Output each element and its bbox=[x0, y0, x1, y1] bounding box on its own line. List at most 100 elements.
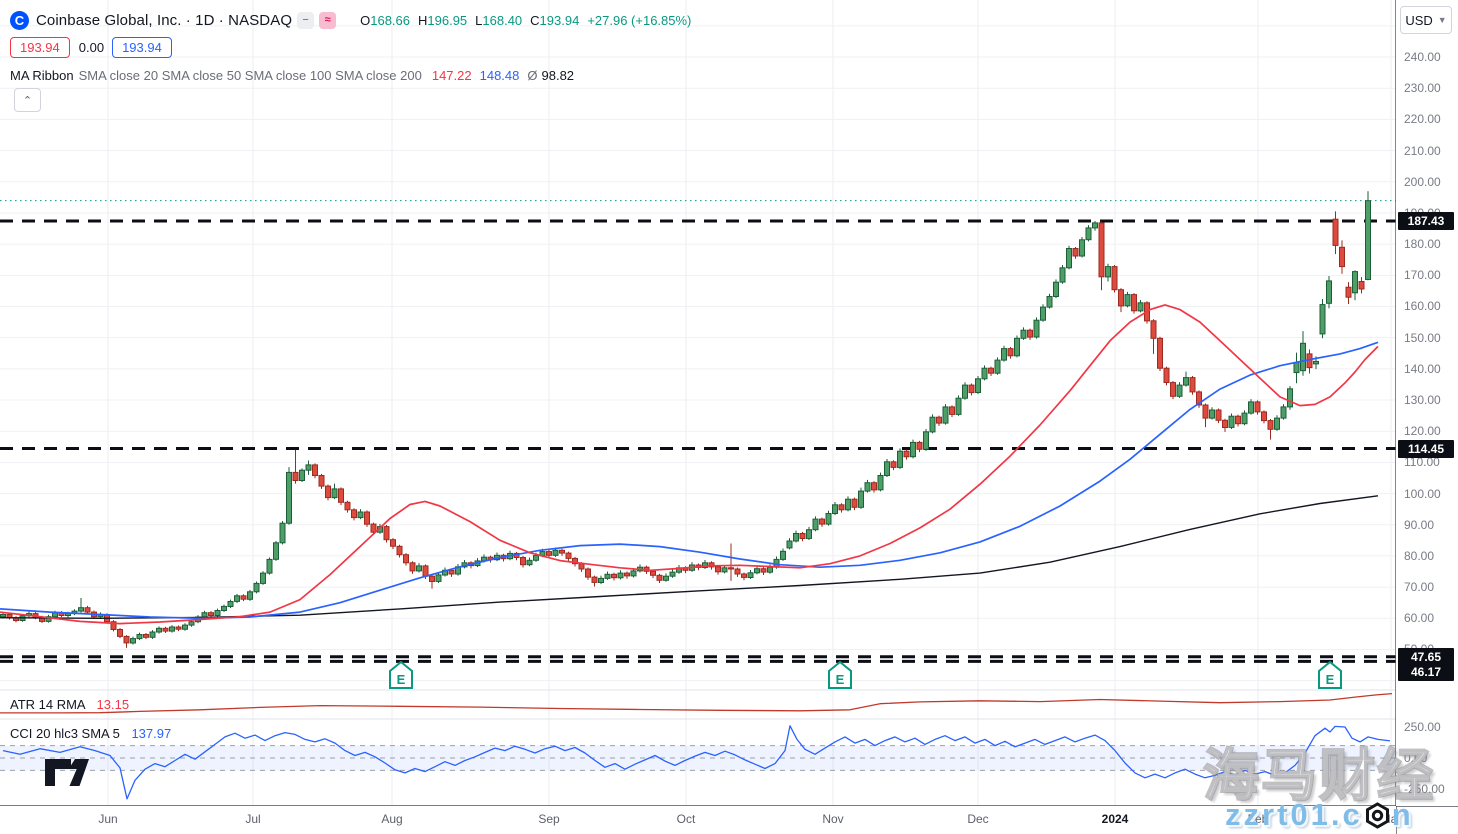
minus-status-icon[interactable]: − bbox=[297, 11, 315, 29]
candle-up bbox=[832, 504, 838, 514]
earnings-badge[interactable]: E bbox=[389, 660, 413, 689]
candle-down bbox=[1235, 415, 1241, 425]
candle-up bbox=[1001, 348, 1007, 361]
candle-up bbox=[812, 518, 819, 531]
sell-price-button[interactable]: 193.94 bbox=[10, 36, 70, 58]
price-tick-label: 230.00 bbox=[1404, 81, 1441, 96]
candle-down bbox=[572, 557, 578, 565]
time-axis[interactable]: Jun Jul Aug Sep Oct Nov Dec 2024 Feb Mar bbox=[0, 806, 1396, 834]
price-tick-label: 150.00 bbox=[1404, 330, 1441, 345]
candle-up bbox=[188, 621, 195, 626]
candle-up bbox=[910, 441, 916, 458]
candle-up bbox=[253, 582, 260, 593]
candle-down bbox=[1222, 419, 1228, 428]
price-axis[interactable]: USD ▼ 240.00230.00220.00210.00200.00190.… bbox=[1396, 0, 1458, 806]
candle-up bbox=[1287, 388, 1293, 408]
price-tick-label: 90.00 bbox=[1404, 517, 1435, 532]
candle-up bbox=[1059, 267, 1066, 283]
candle-up bbox=[1280, 406, 1287, 419]
price-tick-label: 180.00 bbox=[1404, 237, 1441, 252]
high-label: H bbox=[418, 12, 428, 28]
candle-up bbox=[604, 573, 611, 579]
candle-up bbox=[1300, 342, 1306, 372]
collapse-legend-button[interactable]: ⌃ bbox=[14, 88, 41, 112]
time-tick-label: Aug bbox=[381, 812, 403, 826]
symbol-title[interactable]: Coinbase Global, Inc. · 1D · NASDAQ bbox=[36, 11, 293, 29]
average-symbol: Ø bbox=[527, 68, 538, 83]
currency-dropdown[interactable]: USD ▼ bbox=[1400, 6, 1452, 34]
alert-price-label: 46.17 bbox=[1398, 662, 1454, 681]
candle-up bbox=[1209, 409, 1215, 419]
time-tick-label: Mar bbox=[1380, 812, 1396, 826]
candle-down bbox=[903, 450, 910, 458]
open-label: O bbox=[360, 12, 371, 28]
candle-up bbox=[845, 498, 851, 511]
ma-ribbon-legend[interactable]: MA Ribbon SMA close 20 SMA close 50 SMA … bbox=[10, 67, 574, 84]
price-tick-label: 80.00 bbox=[1404, 548, 1435, 563]
candle-up bbox=[1085, 227, 1092, 241]
candle-down bbox=[1157, 337, 1163, 369]
candle-up bbox=[1274, 417, 1280, 430]
candle-down bbox=[591, 576, 598, 583]
candle-up bbox=[1228, 415, 1235, 428]
candle-up bbox=[182, 624, 188, 630]
candle-down bbox=[429, 575, 435, 583]
candle-up bbox=[266, 558, 273, 574]
candle-down bbox=[1339, 246, 1345, 268]
candle-down bbox=[292, 471, 299, 481]
ma-ribbon-average: Ø 98.82 bbox=[527, 68, 574, 83]
price-tick-label: 220.00 bbox=[1404, 112, 1441, 127]
tradingview-logo-icon[interactable] bbox=[44, 758, 90, 788]
candle-down bbox=[240, 595, 247, 600]
candle-up bbox=[227, 601, 234, 607]
coinbase-logo-icon: C bbox=[10, 10, 29, 30]
svg-text:E: E bbox=[836, 672, 845, 687]
candle-up bbox=[598, 577, 604, 584]
price-tick-label: 160.00 bbox=[1404, 299, 1441, 314]
candle-up bbox=[962, 384, 968, 399]
buy-price-button[interactable]: 193.94 bbox=[112, 36, 172, 58]
candle-down bbox=[988, 367, 994, 374]
cci-tick-label: 250.00 bbox=[1404, 720, 1441, 734]
candle-up bbox=[169, 626, 175, 632]
candle-down bbox=[708, 562, 715, 568]
candle-up bbox=[533, 555, 539, 561]
candle-up bbox=[877, 475, 884, 491]
candle-down bbox=[117, 629, 123, 637]
candle-down bbox=[968, 384, 975, 394]
cci-line bbox=[2, 725, 1391, 800]
candle-down bbox=[318, 475, 325, 487]
bid-ask-row: 193.94 0.00 193.94 bbox=[10, 36, 172, 58]
candle-up bbox=[825, 513, 832, 525]
candle-down bbox=[390, 539, 396, 547]
candle-down bbox=[1027, 329, 1033, 338]
wave-status-icon[interactable]: ≈ bbox=[319, 11, 337, 29]
cci-legend[interactable]: CCI 20 hlc3 SMA 5 137.97 bbox=[10, 726, 171, 741]
sma200-line bbox=[0, 495, 1379, 619]
candle-up bbox=[923, 431, 929, 450]
candle-down bbox=[1118, 289, 1124, 307]
candle-up bbox=[981, 367, 988, 380]
earnings-badge[interactable]: E bbox=[1318, 660, 1342, 689]
change-value: +27.96 (+16.85%) bbox=[587, 12, 692, 28]
candle-down bbox=[611, 573, 617, 579]
price-tick-label: 240.00 bbox=[1404, 50, 1441, 65]
candle-up bbox=[1040, 306, 1046, 321]
candle-up bbox=[767, 566, 773, 573]
time-tick-label: Oct bbox=[676, 812, 696, 826]
time-tick-label: Dec bbox=[967, 812, 989, 826]
candle-down bbox=[1345, 286, 1352, 298]
candle-up bbox=[52, 612, 58, 618]
candle-up bbox=[864, 482, 871, 492]
candle-down bbox=[650, 570, 656, 576]
candle-up bbox=[78, 607, 84, 612]
ma-ribbon-value-1: 147.22 bbox=[431, 68, 472, 83]
time-tick-label: Sep bbox=[538, 812, 560, 826]
earnings-badge[interactable]: E bbox=[828, 660, 852, 689]
candle-up bbox=[1092, 222, 1098, 229]
candle-up bbox=[1293, 362, 1300, 374]
candle-down bbox=[351, 509, 357, 519]
atr-legend[interactable]: ATR 14 RMA 13.15 bbox=[10, 697, 129, 712]
price-tick-label: 140.00 bbox=[1404, 361, 1441, 376]
